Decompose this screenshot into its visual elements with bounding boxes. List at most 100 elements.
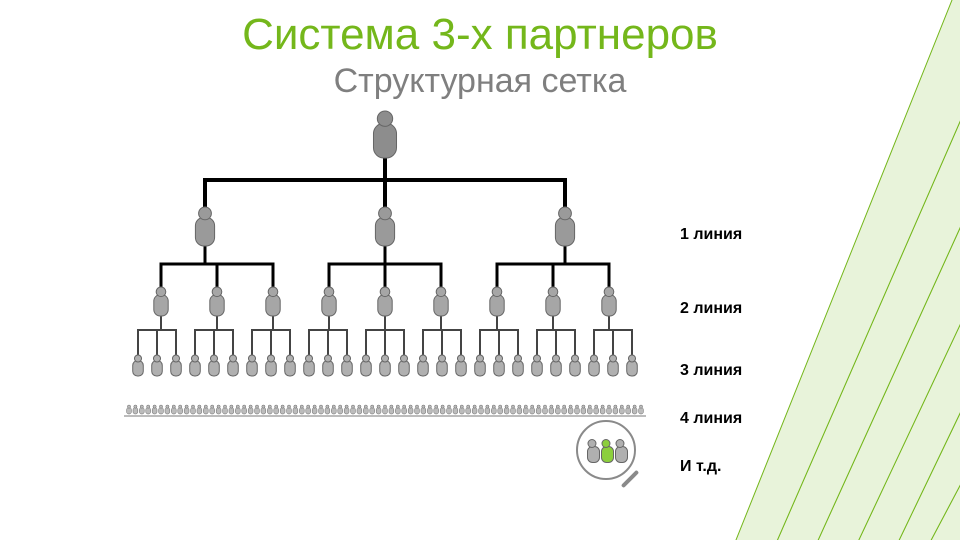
person-icon bbox=[447, 405, 452, 414]
person-icon bbox=[154, 287, 168, 316]
person-icon bbox=[594, 405, 599, 414]
person-icon bbox=[361, 355, 372, 376]
person-icon bbox=[376, 405, 381, 414]
person-icon bbox=[228, 355, 239, 376]
person-icon bbox=[190, 355, 201, 376]
person-icon bbox=[191, 405, 196, 414]
person-icon bbox=[383, 405, 388, 414]
person-icon bbox=[373, 111, 396, 158]
tree-diagram bbox=[120, 110, 650, 490]
person-icon bbox=[601, 439, 612, 461]
page-title-text: Система 3-х партнеров bbox=[242, 10, 718, 59]
person-icon bbox=[274, 405, 279, 414]
person-icon bbox=[267, 405, 272, 414]
person-icon bbox=[581, 405, 586, 414]
person-icon bbox=[490, 287, 504, 316]
person-icon bbox=[171, 355, 182, 376]
person-icon bbox=[549, 405, 554, 414]
person-icon bbox=[456, 355, 467, 376]
person-icon bbox=[331, 405, 336, 414]
person-icon bbox=[210, 405, 215, 414]
person-icon bbox=[133, 355, 144, 376]
person-icon bbox=[197, 405, 202, 414]
person-icon bbox=[466, 405, 471, 414]
person-icon bbox=[223, 405, 228, 414]
label-line-3: 3 линия bbox=[680, 362, 742, 380]
person-icon bbox=[546, 287, 560, 316]
person-icon bbox=[293, 405, 298, 414]
person-icon bbox=[255, 405, 260, 414]
person-icon bbox=[378, 287, 392, 316]
label-line-4: 4 линия bbox=[680, 410, 742, 428]
person-icon bbox=[434, 287, 448, 316]
person-icon bbox=[402, 405, 407, 414]
person-icon bbox=[184, 405, 189, 414]
person-icon bbox=[568, 405, 573, 414]
person-icon bbox=[159, 405, 164, 414]
person-icon bbox=[543, 405, 548, 414]
person-icon bbox=[626, 405, 631, 414]
person-icon bbox=[152, 405, 157, 414]
person-icon bbox=[357, 405, 362, 414]
person-icon bbox=[399, 355, 410, 376]
person-icon bbox=[472, 405, 477, 414]
person-icon bbox=[555, 405, 560, 414]
person-icon bbox=[285, 355, 296, 376]
person-icon bbox=[178, 405, 183, 414]
person-icon bbox=[171, 405, 176, 414]
person-icon bbox=[319, 405, 324, 414]
person-icon bbox=[418, 355, 429, 376]
person-icon bbox=[342, 355, 353, 376]
magnifier-icon bbox=[576, 420, 636, 480]
person-icon bbox=[479, 405, 484, 414]
person-icon bbox=[613, 405, 618, 414]
person-icon bbox=[325, 405, 330, 414]
person-icon bbox=[235, 405, 240, 414]
person-icon bbox=[261, 405, 266, 414]
person-icon bbox=[395, 405, 400, 414]
person-icon bbox=[304, 355, 315, 376]
person-icon bbox=[523, 405, 528, 414]
person-icon bbox=[562, 405, 567, 414]
person-icon bbox=[209, 355, 220, 376]
person-icon bbox=[504, 405, 509, 414]
person-icon bbox=[351, 405, 356, 414]
person-icon bbox=[607, 405, 612, 414]
person-icon bbox=[203, 405, 208, 414]
person-icon bbox=[517, 405, 522, 414]
person-icon bbox=[602, 287, 616, 316]
label-etc: И т.д. bbox=[680, 458, 721, 476]
tree-svg bbox=[120, 110, 650, 490]
person-icon bbox=[421, 405, 426, 414]
person-icon bbox=[575, 405, 580, 414]
person-icon bbox=[440, 405, 445, 414]
person-icon bbox=[551, 355, 562, 376]
label-line-2: 2 линия bbox=[680, 300, 742, 318]
person-icon bbox=[494, 355, 505, 376]
person-icon bbox=[587, 439, 598, 461]
person-icon bbox=[632, 405, 637, 414]
person-icon bbox=[608, 355, 619, 376]
person-icon bbox=[287, 405, 292, 414]
person-icon bbox=[555, 207, 574, 246]
person-icon bbox=[312, 405, 317, 414]
person-icon bbox=[139, 405, 144, 414]
person-icon bbox=[513, 355, 524, 376]
person-icon bbox=[306, 405, 311, 414]
person-icon bbox=[600, 405, 605, 414]
person-icon bbox=[389, 405, 394, 414]
person-icon bbox=[146, 405, 151, 414]
person-icon bbox=[299, 405, 304, 414]
person-icon bbox=[511, 405, 516, 414]
person-icon bbox=[570, 355, 581, 376]
person-icon bbox=[247, 355, 258, 376]
label-line-1: 1 линия bbox=[680, 226, 742, 244]
person-icon bbox=[322, 287, 336, 316]
person-icon bbox=[475, 355, 486, 376]
person-icon bbox=[437, 355, 448, 376]
page-subtitle-text: Структурная сетка bbox=[334, 62, 627, 100]
person-icon bbox=[248, 405, 253, 414]
person-icon bbox=[587, 405, 592, 414]
person-icon bbox=[491, 405, 496, 414]
person-icon bbox=[242, 405, 247, 414]
